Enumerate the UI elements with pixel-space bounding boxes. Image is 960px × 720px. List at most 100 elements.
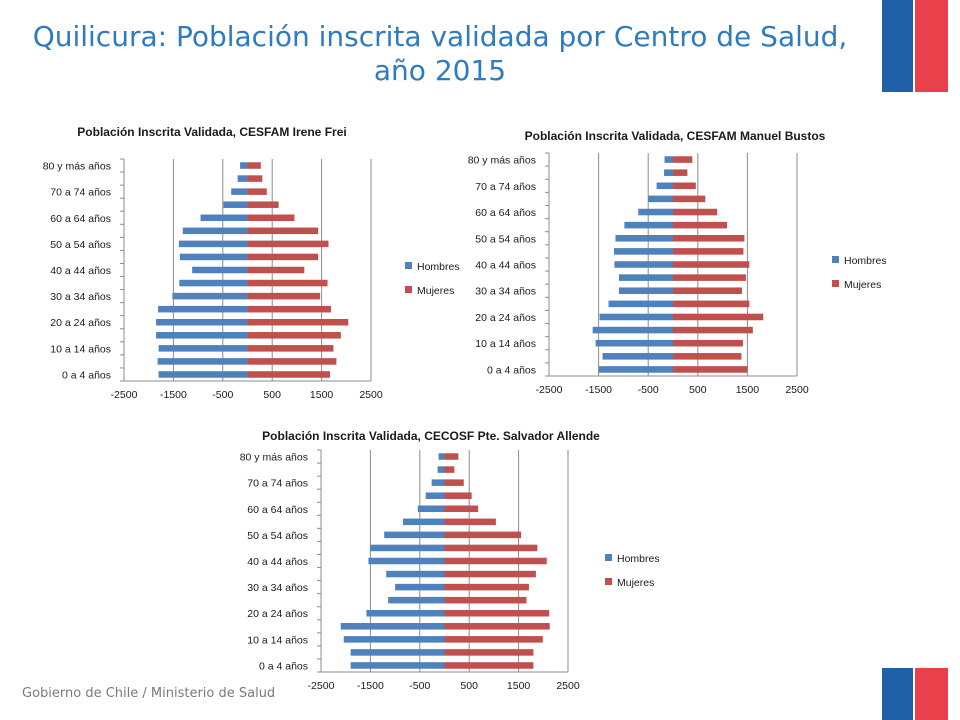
legend-label: Hombres [617, 553, 660, 565]
bar-mujeres [673, 208, 718, 216]
bar-mujeres [673, 234, 745, 242]
bar-mujeres [444, 518, 496, 526]
legend-swatch [832, 280, 839, 287]
bar-mujeres [444, 466, 455, 473]
bar-mujeres [673, 326, 753, 334]
bar-mujeres [444, 544, 538, 552]
bar-hombres [403, 518, 445, 526]
bar-mujeres [247, 188, 267, 195]
bar-mujeres [444, 596, 527, 604]
y-tick-label: 20 a 24 años [247, 608, 308, 620]
legend-swatch [605, 554, 612, 561]
y-tick-label: 80 y más años [240, 452, 308, 464]
bar-hombres [615, 234, 673, 242]
bar-mujeres [444, 557, 547, 565]
chart-title: Población Inscrita Validada, CESFAM Manu… [525, 129, 826, 143]
bar-hombres [592, 326, 673, 334]
bar-hombres [618, 287, 673, 295]
bar-hombres [343, 636, 445, 643]
bar-mujeres [247, 266, 305, 274]
x-tick-label: -1500 [357, 680, 384, 692]
bar-mujeres [444, 636, 543, 643]
bar-mujeres [444, 479, 464, 486]
bar-hombres [384, 531, 445, 539]
chile-flag-logo-bottom [882, 668, 948, 720]
x-tick-label: 1500 [507, 680, 531, 692]
bar-mujeres [444, 505, 479, 513]
bar-hombres [386, 570, 445, 578]
bar-mujeres [673, 366, 748, 373]
y-tick-label: 20 a 24 años [475, 312, 536, 324]
bar-mujeres [247, 279, 328, 287]
y-tick-label: 10 a 14 años [247, 634, 308, 646]
bar-mujeres [673, 156, 693, 163]
page-title-line2: año 2015 [373, 54, 507, 87]
y-tick-label: 60 a 64 años [475, 207, 536, 219]
page-title-line1: Quilicura: Población inscrita validada p… [32, 20, 848, 53]
bar-mujeres [247, 318, 349, 326]
bar-mujeres [247, 292, 321, 300]
bar-mujeres [247, 227, 319, 235]
y-tick-label: 10 a 14 años [475, 338, 536, 350]
y-tick-label: 50 a 54 años [247, 530, 308, 542]
bar-hombres [370, 544, 445, 552]
bar-hombres [350, 649, 445, 656]
bar-mujeres [673, 182, 696, 190]
bar-mujeres [673, 287, 742, 295]
chart-svg: Población Inscrita Validada, CECOSF Pte.… [240, 429, 660, 692]
x-tick-label: -1500 [585, 384, 612, 396]
bar-hombres [223, 201, 248, 208]
bar-mujeres [673, 248, 744, 255]
legend-label: Mujeres [844, 279, 881, 291]
y-tick-label: 40 a 44 años [50, 265, 111, 277]
bar-mujeres [247, 345, 334, 352]
bar-hombres [158, 305, 248, 313]
y-tick-label: 0 a 4 años [259, 660, 308, 672]
bar-hombres [648, 195, 673, 203]
y-tick-label: 0 a 4 años [487, 364, 536, 376]
y-tick-label: 70 a 74 años [247, 478, 308, 490]
bar-hombres [624, 221, 673, 229]
x-tick-label: -500 [212, 389, 233, 401]
x-tick-label: 500 [263, 389, 281, 401]
bar-hombres [158, 345, 248, 352]
x-tick-label: -1500 [160, 389, 187, 401]
y-tick-label: 70 a 74 años [50, 187, 111, 199]
bar-hombres [417, 505, 445, 513]
bar-mujeres [247, 201, 279, 208]
bar-hombres [200, 214, 248, 222]
footer-ministry: Gobierno de Chile / Ministerio de Salud [22, 686, 276, 701]
x-tick-label: -500 [409, 680, 430, 692]
y-tick-label: 50 a 54 años [475, 233, 536, 245]
legend-swatch [832, 256, 839, 263]
bar-hombres [340, 623, 445, 630]
bar-hombres [613, 248, 673, 255]
x-tick-label: -2500 [536, 384, 563, 396]
bar-hombres [192, 266, 248, 274]
y-tick-label: 50 a 54 años [50, 239, 111, 251]
x-tick-label: 500 [460, 680, 478, 692]
bar-hombres [179, 279, 248, 287]
bar-hombres [638, 208, 673, 216]
chart-title: Población Inscrita Validada, CESFAM Iren… [77, 125, 346, 139]
page-title: Quilicura: Población inscrita validada p… [20, 20, 860, 88]
bar-hombres [595, 339, 673, 347]
bar-hombres [438, 453, 445, 460]
x-tick-label: 1500 [736, 384, 760, 396]
bar-hombres [388, 596, 445, 604]
x-tick-label: 2500 [785, 384, 809, 396]
chile-flag-logo-top [882, 0, 948, 92]
bar-mujeres [247, 305, 331, 313]
bar-hombres [599, 313, 673, 321]
chart-svg: Población Inscrita Validada, CESFAM Manu… [468, 129, 887, 396]
bar-hombres [158, 371, 248, 378]
y-tick-label: 30 a 34 años [475, 286, 536, 298]
bar-mujeres [444, 453, 459, 460]
bar-hombres [437, 466, 445, 473]
bar-mujeres [444, 531, 522, 539]
x-tick-label: 500 [689, 384, 707, 396]
legend-swatch [605, 578, 612, 585]
bar-mujeres [247, 162, 261, 169]
legend-label: Hombres [417, 261, 460, 273]
x-tick-label: 2500 [556, 680, 580, 692]
